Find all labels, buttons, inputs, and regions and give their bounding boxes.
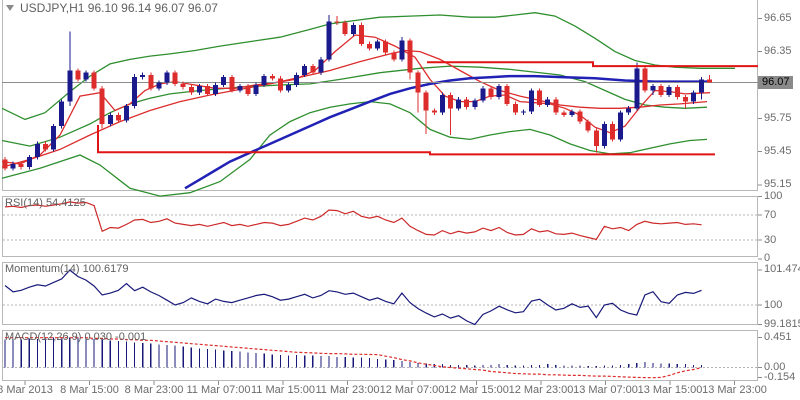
chart-title-bar: USDJPY,H1 96.10 96.14 96.07 96.07 [4,1,222,15]
time-axis-label: 11 Mar 15:00 [250,384,315,396]
time-axis-label: 12 Mar 07:00 [379,384,445,396]
time-axis-label: 8 Mar 23:00 [124,384,184,396]
price-axis-label: 96.35 [764,45,792,58]
time-axis-label: 13 Mar 23:00 [702,384,767,396]
momentum-axis-label: 100 [764,298,783,311]
price-axis-label: 96.65 [764,11,792,24]
macd-label: MACD(12,26,9) 0.030 -0.001 [5,331,147,343]
time-axis-label: 12 Mar 15:00 [444,384,509,396]
rsi-axis-label: 0 [764,252,771,265]
time-axis-label: 13 Mar 07:00 [573,384,638,396]
time-axis-label: 11 Mar 07:00 [186,384,251,396]
momentum-label: Momentum(14) 100.6179 [5,263,129,275]
chevron-down-icon[interactable] [6,5,14,11]
time-axis-label: 8 Mar 2013 [0,384,53,396]
rsi-label: RSI(14) 54.4125 [5,197,86,209]
price-axis-label: 95.15 [764,178,792,191]
current-price-badge: 96.07 [758,75,793,89]
time-axis-label: 11 Mar 23:00 [315,384,380,396]
rsi-axis-label: 70 [764,208,777,221]
momentum-axis-label: 99.1815 [764,317,800,330]
price-axis-label: 95.75 [764,111,792,124]
rsi-panel[interactable] [2,196,758,257]
chart-title: USDJPY,H1 96.10 96.14 96.07 96.07 [20,1,218,15]
main-chart-panel[interactable] [2,0,758,191]
time-axis-label: 8 Mar 15:00 [60,384,119,396]
time-axis-label: 12 Mar 23:00 [508,384,574,396]
macd-axis-label: -0.154 [764,371,796,384]
macd-axis-label: 0.00 [764,361,786,373]
price-axis-label: 95.45 [764,145,792,158]
time-axis-label: 13 Mar 15:00 [637,384,703,396]
rsi-axis-label: 30 [764,233,777,246]
rsi-axis-label: 100 [764,189,783,202]
momentum-axis-label: 101.4742 [764,263,800,276]
macd-axis-label: 0.451 [764,331,792,344]
